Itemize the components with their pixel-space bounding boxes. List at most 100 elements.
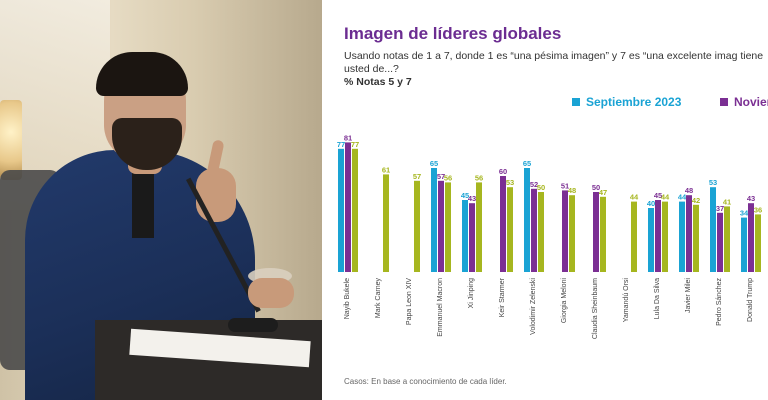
bar [710,187,716,272]
bar [562,190,568,272]
bar-value-label: 45 [654,191,662,200]
category-label: Emmanuel Macron [437,278,444,337]
bar-value-label: 57 [437,172,445,181]
bar-value-label: 53 [506,178,514,187]
bar-value-label: 50 [592,183,600,192]
category-label: Javier Milei [685,278,692,313]
chart-subtitle-2: % Notas 5 y 7 [344,76,412,88]
bar-value-label: 56 [475,173,483,182]
bar-value-label: 43 [468,194,476,203]
bar [431,168,437,272]
hand-with-pen [248,278,294,308]
beard [112,118,182,170]
category-label: Xi Jinping [468,278,475,308]
bar-value-label: 45 [461,191,469,200]
shirt [132,168,154,238]
bar [338,148,344,272]
chart-title: Imagen de líderes globales [344,24,562,43]
bar-value-label: 34 [740,209,749,218]
category-label: Pedro Sánchez [716,278,723,326]
bar [648,208,654,272]
bar [507,187,513,272]
bar [755,214,761,272]
bar [524,168,530,272]
bar-value-label: 41 [723,197,731,206]
bar [748,203,754,272]
chart-footnote: Casos: En base a conocimiento de cada lí… [344,377,507,386]
bar-value-label: 52 [530,180,538,189]
category-label: Yamandú Orsi [623,278,630,323]
bar [383,174,389,272]
category-label: Papa Leon XIV [406,278,413,325]
bar-value-label: 60 [499,167,507,176]
category-label: Lula Da Silva [654,278,661,319]
bar [693,204,699,272]
bar [469,203,475,272]
bar [569,195,575,272]
category-label: Giorgia Meloni [561,278,568,324]
bar-value-label: 37 [716,204,724,213]
bar-value-label: 40 [647,199,655,208]
bar-value-label: 61 [382,165,390,174]
category-label: Keir Starmer [499,277,506,317]
bar [679,201,685,272]
legend-item-septiembre: Septiembre 2023 [572,95,681,109]
bar [438,180,444,272]
category-label: Nayib Bukele [344,278,351,319]
bar-value-label: 50 [537,183,545,192]
photo-panel [0,0,322,400]
bar [500,176,506,272]
chart-subtitle: Usando notas de 1 a 7, donde 1 es “una p… [344,50,764,75]
legend-swatch-noviembre [720,98,728,106]
bar [476,182,482,272]
category-label: Donald Trump [747,278,754,322]
category-label: Mark Carney [375,278,382,319]
bar-value-label: 53 [709,178,717,187]
bar-value-label: 42 [692,196,700,205]
bar-value-label: 44 [630,193,639,202]
legend-swatch-septiembre [572,98,580,106]
bar [462,200,468,272]
bar-value-label: 65 [523,159,531,168]
bar [531,188,537,272]
bar [662,201,668,272]
bar [538,192,544,272]
legend-label-noviembre: Noviem [734,95,768,109]
bar-value-label: 43 [747,194,755,203]
bar [631,201,637,272]
bar [655,200,661,272]
bar [593,192,599,272]
bar-value-label: 48 [568,186,576,195]
bar [600,196,606,272]
chart-panel: Imagen de líderes globales Usando notas … [322,0,768,400]
bar-value-label: 47 [599,188,607,197]
bar-value-label: 77 [351,140,359,149]
bar-value-label: 36 [754,205,762,214]
bar [717,212,723,272]
bar-value-label: 65 [430,159,438,168]
lamp [0,100,22,180]
legend-item-noviembre: Noviem [720,95,768,109]
bar-value-label: 48 [685,186,693,195]
bar-value-label: 81 [344,133,352,142]
bar-value-label: 44 [678,193,687,202]
bar [724,206,730,272]
bar [414,180,420,272]
bar [686,195,692,272]
bar [741,217,747,272]
bar-value-label: 57 [413,172,421,181]
bar [445,182,451,272]
category-label: Volodimir Zelenski [530,278,537,335]
category-label: Claudia Sheinbaum [592,278,599,339]
bar [352,148,358,272]
bar [345,142,351,272]
raised-hand [196,168,236,222]
bar-value-label: 44 [661,193,670,202]
hair [96,52,188,96]
bar-value-label: 51 [561,181,569,190]
microphone-base [228,318,278,332]
bar-value-label: 56 [444,173,452,182]
bar-value-label: 77 [337,140,345,149]
legend-label-septiembre: Septiembre 2023 [586,95,682,109]
